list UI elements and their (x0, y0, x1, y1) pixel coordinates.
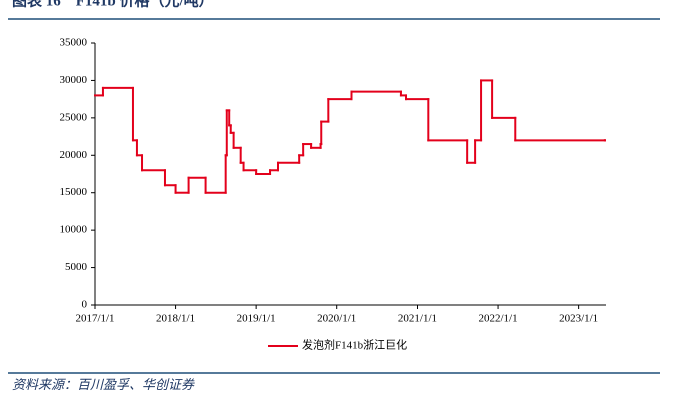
legend-label: 发泡剂F141b浙江巨化 (302, 338, 407, 352)
y-tick-label: 20000 (60, 149, 88, 161)
x-tick-label: 2020/1/1 (317, 313, 356, 325)
source-note: 资料来源：百川盈孚、华创证券 (12, 377, 195, 392)
x-tick-label: 2022/1/1 (478, 313, 517, 325)
y-tick-label: 35000 (60, 37, 88, 49)
y-tick-label: 15000 (60, 186, 88, 198)
y-tick-label: 30000 (60, 74, 88, 86)
y-tick-label: 5000 (65, 261, 88, 273)
x-tick-label: 2019/1/1 (237, 313, 276, 325)
y-tick-label: 0 (82, 299, 88, 311)
y-tick-label: 10000 (60, 224, 88, 236)
x-tick-label: 2021/1/1 (398, 313, 437, 325)
y-tick-label: 25000 (60, 111, 88, 123)
x-tick-label: 2023/1/1 (559, 313, 598, 325)
x-tick-label: 2018/1/1 (156, 313, 195, 325)
chart-title: 图表 16 F141b 价格（元/吨） (12, 0, 214, 9)
x-tick-label: 2017/1/1 (75, 313, 114, 325)
